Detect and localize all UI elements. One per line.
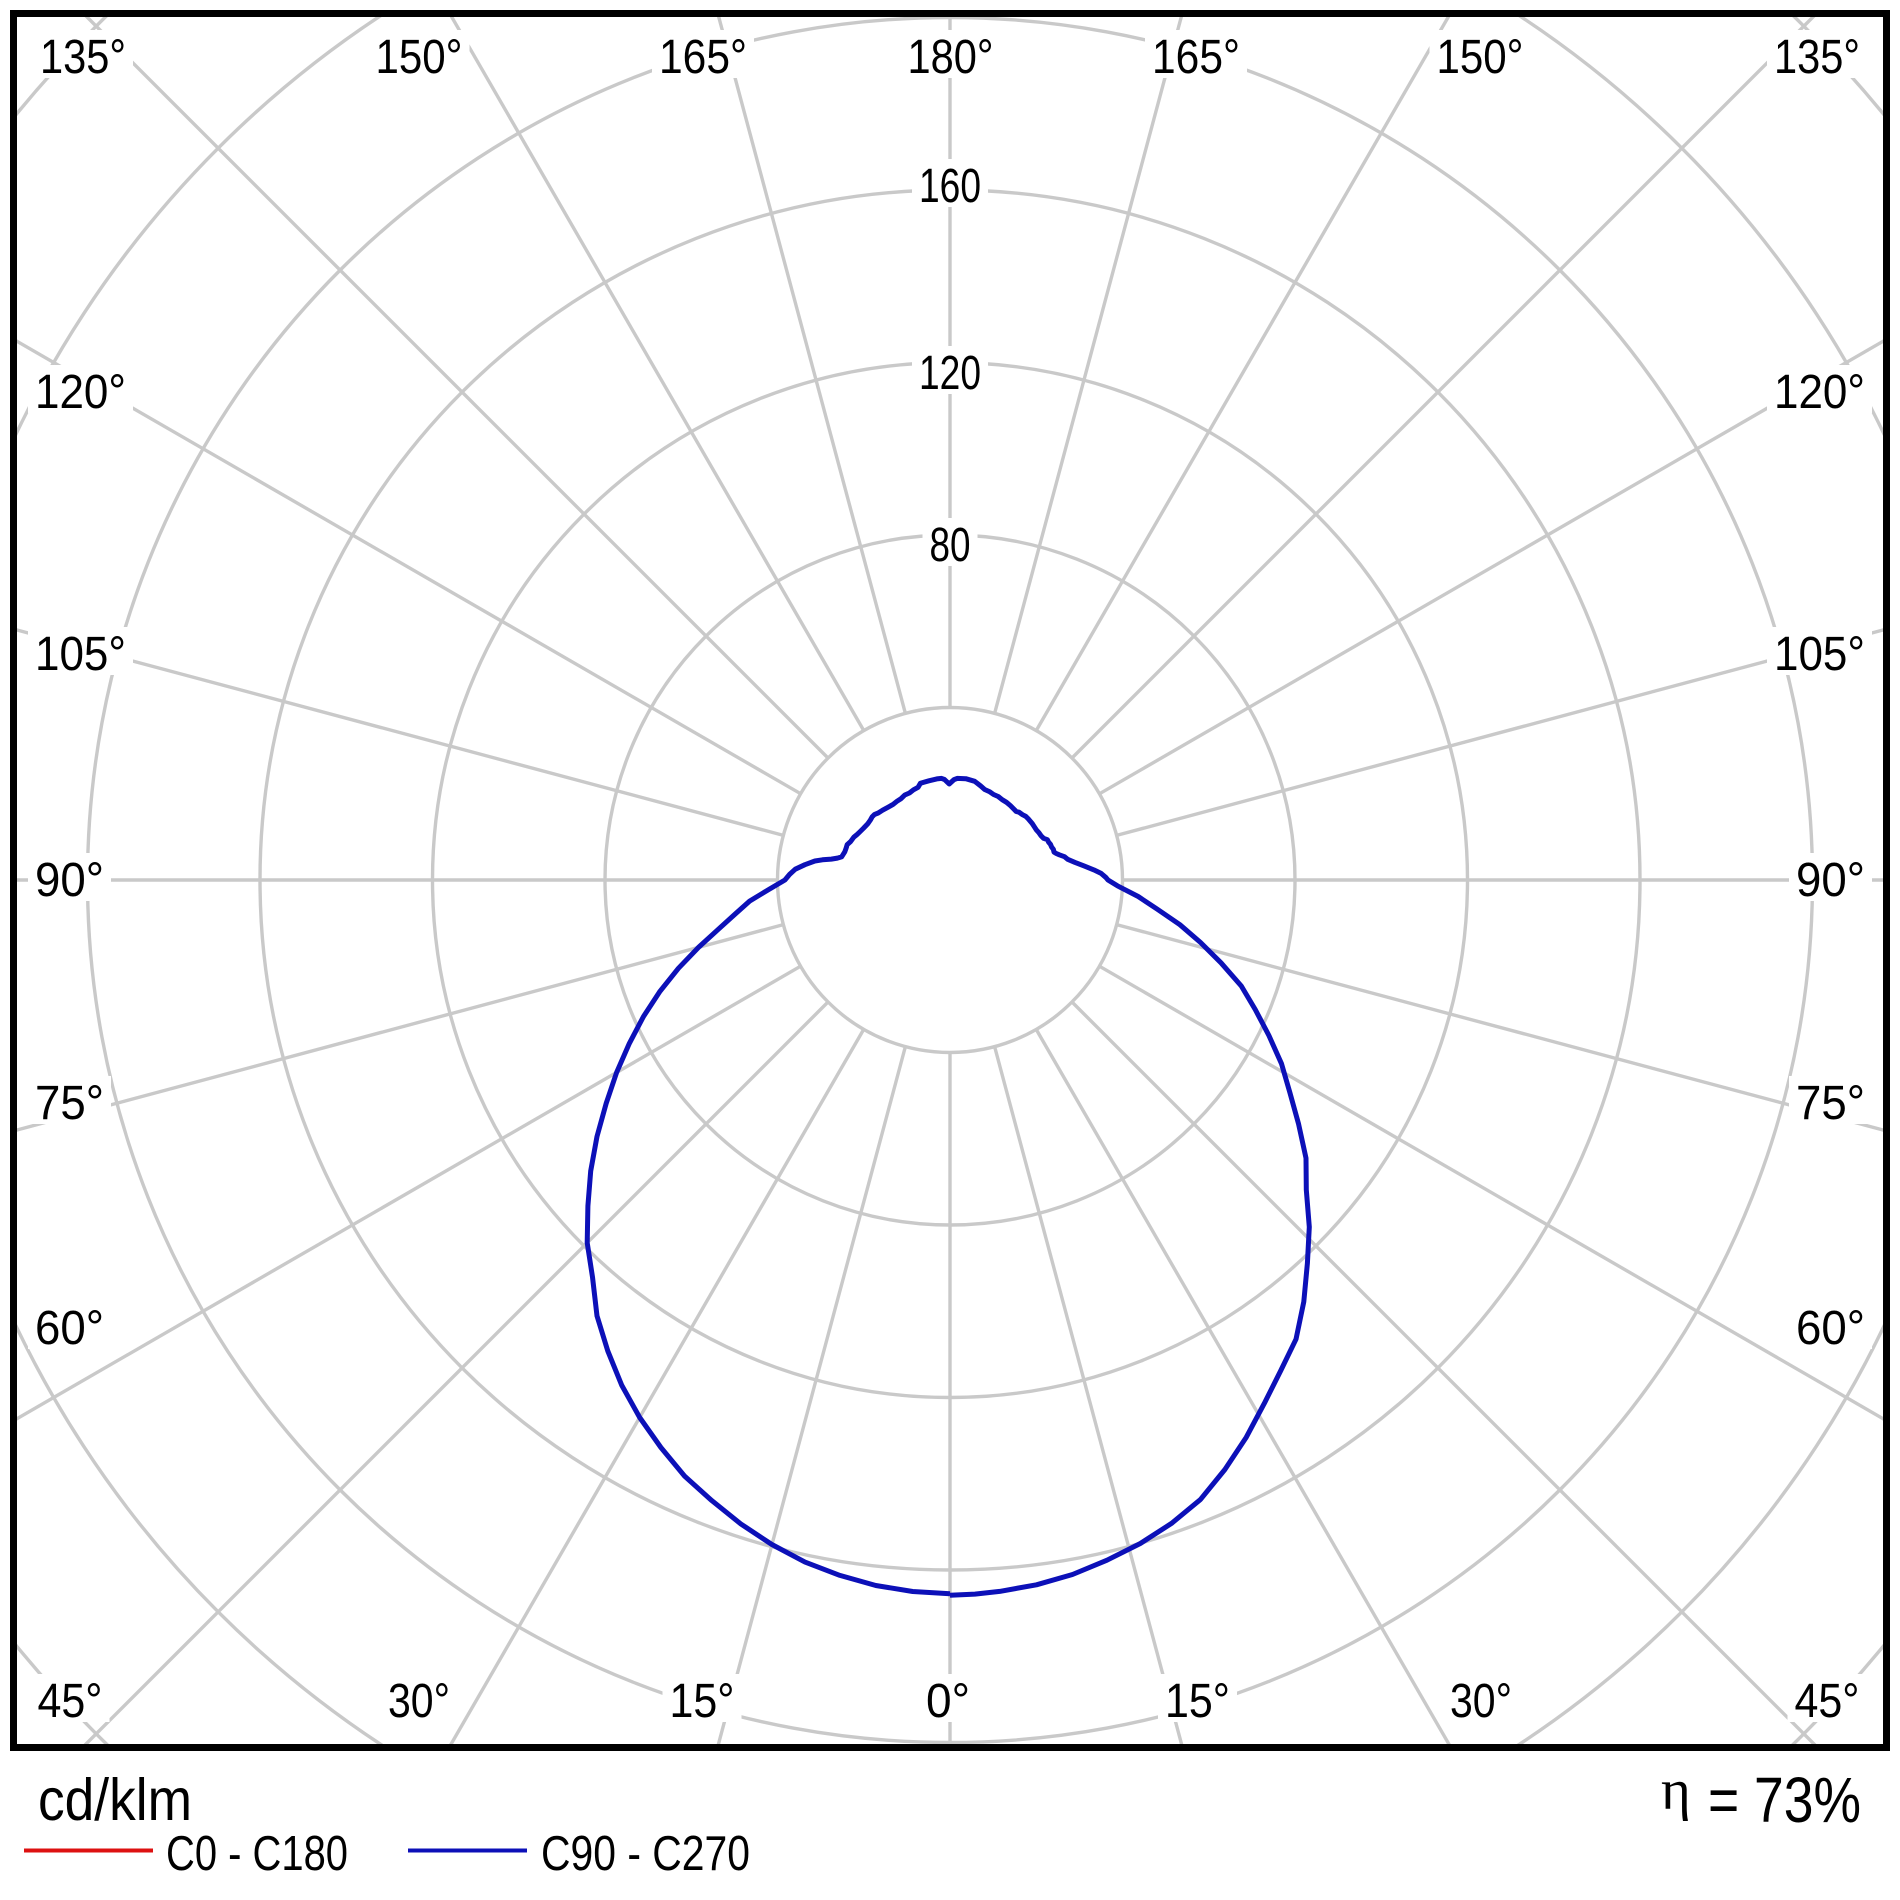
svg-text:cd/klm: cd/klm bbox=[38, 1767, 192, 1833]
svg-text:120: 120 bbox=[919, 347, 981, 400]
svg-text:= 73%: = 73% bbox=[1708, 1764, 1861, 1836]
svg-text:C90 - C270: C90 - C270 bbox=[541, 1827, 750, 1881]
svg-text:0°: 0° bbox=[926, 1675, 970, 1728]
svg-text:60°: 60° bbox=[35, 1302, 104, 1355]
svg-text:C0 - C180: C0 - C180 bbox=[166, 1827, 348, 1881]
svg-text:30°: 30° bbox=[388, 1675, 450, 1728]
svg-text:150°: 150° bbox=[1437, 31, 1524, 84]
svg-text:80: 80 bbox=[930, 519, 971, 572]
svg-text:150°: 150° bbox=[376, 31, 463, 84]
svg-text:75°: 75° bbox=[1796, 1077, 1865, 1130]
svg-text:75°: 75° bbox=[35, 1077, 104, 1130]
svg-text:η: η bbox=[1661, 1759, 1691, 1822]
svg-text:15°: 15° bbox=[670, 1675, 735, 1728]
svg-text:30°: 30° bbox=[1450, 1675, 1512, 1728]
svg-text:165°: 165° bbox=[1152, 31, 1240, 84]
svg-text:45°: 45° bbox=[1795, 1675, 1860, 1728]
svg-text:120°: 120° bbox=[35, 366, 126, 419]
svg-text:120°: 120° bbox=[1774, 366, 1865, 419]
svg-text:180°: 180° bbox=[908, 31, 994, 84]
svg-text:165°: 165° bbox=[659, 31, 747, 84]
svg-text:45°: 45° bbox=[38, 1675, 103, 1728]
svg-text:105°: 105° bbox=[35, 628, 126, 681]
svg-text:60°: 60° bbox=[1796, 1302, 1865, 1355]
svg-text:15°: 15° bbox=[1165, 1675, 1230, 1728]
svg-text:90°: 90° bbox=[35, 854, 104, 907]
svg-text:90°: 90° bbox=[1796, 854, 1865, 907]
svg-text:135°: 135° bbox=[40, 31, 126, 84]
svg-text:105°: 105° bbox=[1774, 628, 1865, 681]
svg-text:160: 160 bbox=[919, 160, 981, 213]
svg-text:135°: 135° bbox=[1774, 31, 1860, 84]
